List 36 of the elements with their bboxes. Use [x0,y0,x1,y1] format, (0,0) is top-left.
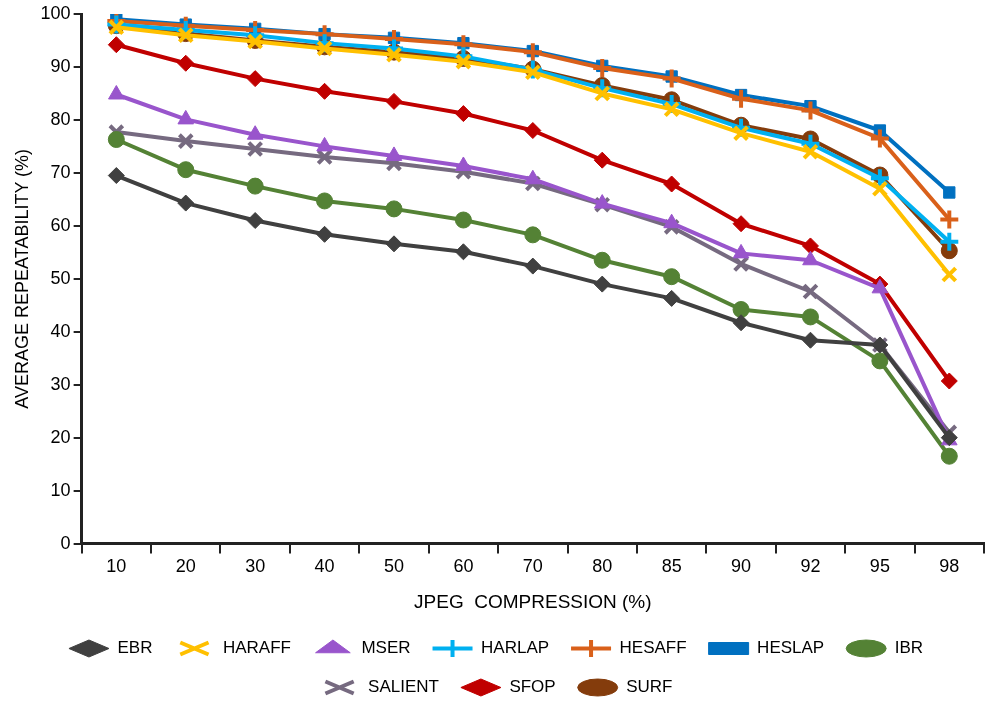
x-tick-label: 95 [869,556,890,577]
y-tick-label: 30 [50,373,71,394]
legend-label: HARAFF [222,638,291,658]
y-tick-label: 90 [50,55,71,76]
y-tick-label: 60 [50,214,71,235]
y-tick-label: 50 [50,267,71,288]
legend-label: HESAFF [619,638,687,658]
x-tick-label: 90 [731,556,752,577]
y-tick-label: 20 [50,426,71,447]
x-tick-label: 80 [592,556,613,577]
legend-label: EBR [117,638,153,658]
legend-label: HARLAP [481,638,550,658]
x-tick-label: 10 [106,556,127,577]
x-axis-title: JPEG COMPRESSION (%) [414,590,652,612]
x-tick-label: 98 [939,556,960,577]
legend-label: SFOP [509,677,556,697]
y-tick-label: 80 [50,108,71,129]
y-tick-label: 40 [50,320,71,341]
x-tick-label: 40 [314,556,335,577]
y-tick-label: 0 [60,532,71,553]
x-tick-label: 30 [245,556,266,577]
x-tick-label: 20 [175,556,196,577]
y-tick-label: 70 [50,161,71,182]
x-tick-label: 70 [522,556,543,577]
x-tick-label: 50 [383,556,405,577]
x-tick-label: 85 [661,556,682,577]
legend-label: MSER [361,638,411,658]
legend-label: IBR [894,638,924,658]
y-tick-label: 10 [50,479,71,500]
y-axis-title: AVERAGE REPEATABILITY (%) [11,148,32,409]
legend-label: SURF [626,677,673,697]
legend-label: SALIENT [368,677,439,697]
y-tick-label: 100 [40,2,71,23]
x-tick-label: 92 [800,556,821,577]
legend-label: HESLAP [757,638,825,658]
x-tick-label: 60 [453,556,474,577]
